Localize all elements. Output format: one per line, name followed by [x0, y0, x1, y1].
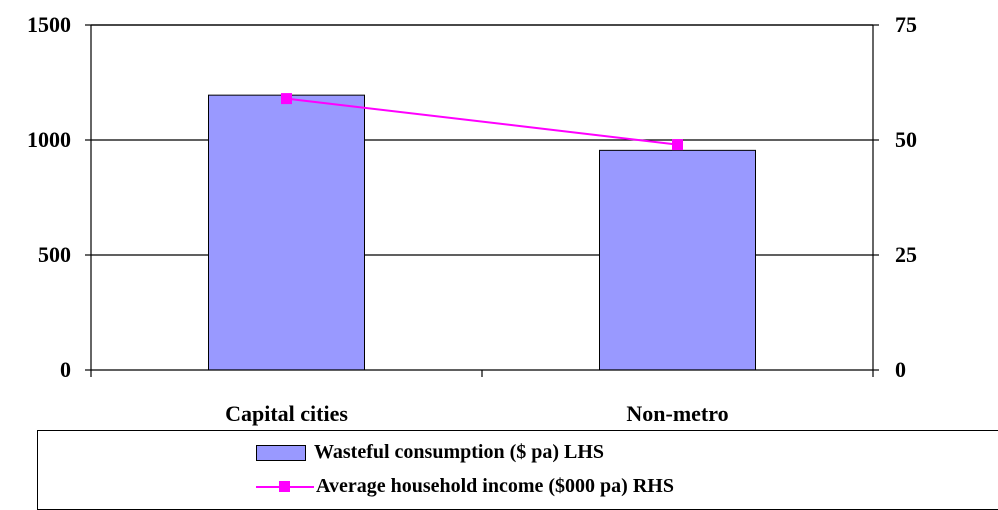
line-point: [672, 139, 683, 151]
y-left-tick-label: 0: [60, 357, 71, 382]
bar-series: [208, 94, 756, 371]
bar: [599, 149, 756, 371]
y-left-tick-label: 500: [38, 242, 71, 267]
line-series: [281, 93, 683, 151]
income-line: [286, 97, 678, 146]
legend-line-swatch: [256, 477, 314, 497]
legend-bar-swatch: [256, 444, 306, 461]
chart: 0 500 1000 1500 0 25 50 75 Capital cities Non-met…: [27, 12, 917, 426]
x-tick-label: Capital cities: [225, 401, 348, 426]
y-right-tick-label: 25: [895, 242, 917, 267]
y-right-tick-label: 75: [895, 12, 917, 37]
x-tick-label: Non-metro: [626, 401, 728, 426]
legend-item-bar: Wasteful consumption ($ pa) LHS: [256, 441, 604, 464]
axes: [85, 24, 879, 377]
y-right-tick-label: 0: [895, 357, 906, 382]
legend-line-label: Average household income ($000 pa) RHS: [316, 475, 674, 497]
bar: [208, 94, 365, 371]
legend-item-line: Average household income ($000 pa) RHS: [256, 475, 674, 498]
legend-bar-label: Wasteful consumption ($ pa) LHS: [314, 441, 605, 463]
legend: Wasteful consumption ($ pa) LHS Average …: [37, 430, 998, 510]
y-right-tick-label: 50: [895, 127, 917, 152]
line-point: [281, 93, 292, 105]
y-left-tick-label: 1500: [27, 12, 71, 37]
tick-labels: 0 500 1000 1500 0 25 50 75 Capital cities Non-met…: [27, 12, 917, 426]
y-left-tick-label: 1000: [27, 127, 71, 152]
